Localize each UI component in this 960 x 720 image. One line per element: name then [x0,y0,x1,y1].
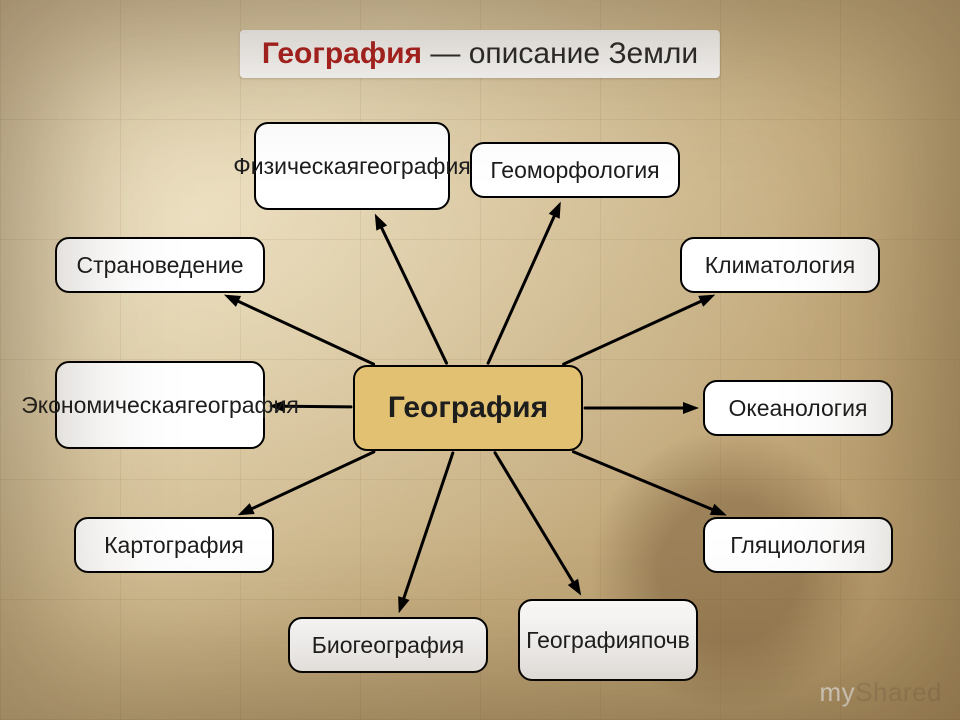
node-bio: Биогеография [288,617,488,673]
center-label: География [388,391,548,425]
diagram-stage: География — описание Земли География Физ… [0,0,960,720]
node-klim: Климатология [680,237,880,293]
node-econ: Экономическаягеография [55,361,265,449]
title-rest: — описание Земли [422,37,698,70]
center-node: География [353,365,583,451]
node-karto: Картография [74,517,274,573]
node-ocean: Океанология [703,380,893,436]
watermark: myShared [819,677,942,708]
title-accent: География [262,37,422,70]
node-geomo: Геоморфология [470,142,680,198]
node-soil: Географияпочв [518,599,698,681]
arrow-layer [0,0,960,720]
watermark-right: Shared [855,677,942,707]
watermark-left: my [819,677,855,707]
title-chip: География — описание Земли [240,30,720,78]
node-glac: Гляциология [703,517,893,573]
node-phys: Физическаягеография [254,122,450,210]
node-strano: Страноведение [55,237,265,293]
